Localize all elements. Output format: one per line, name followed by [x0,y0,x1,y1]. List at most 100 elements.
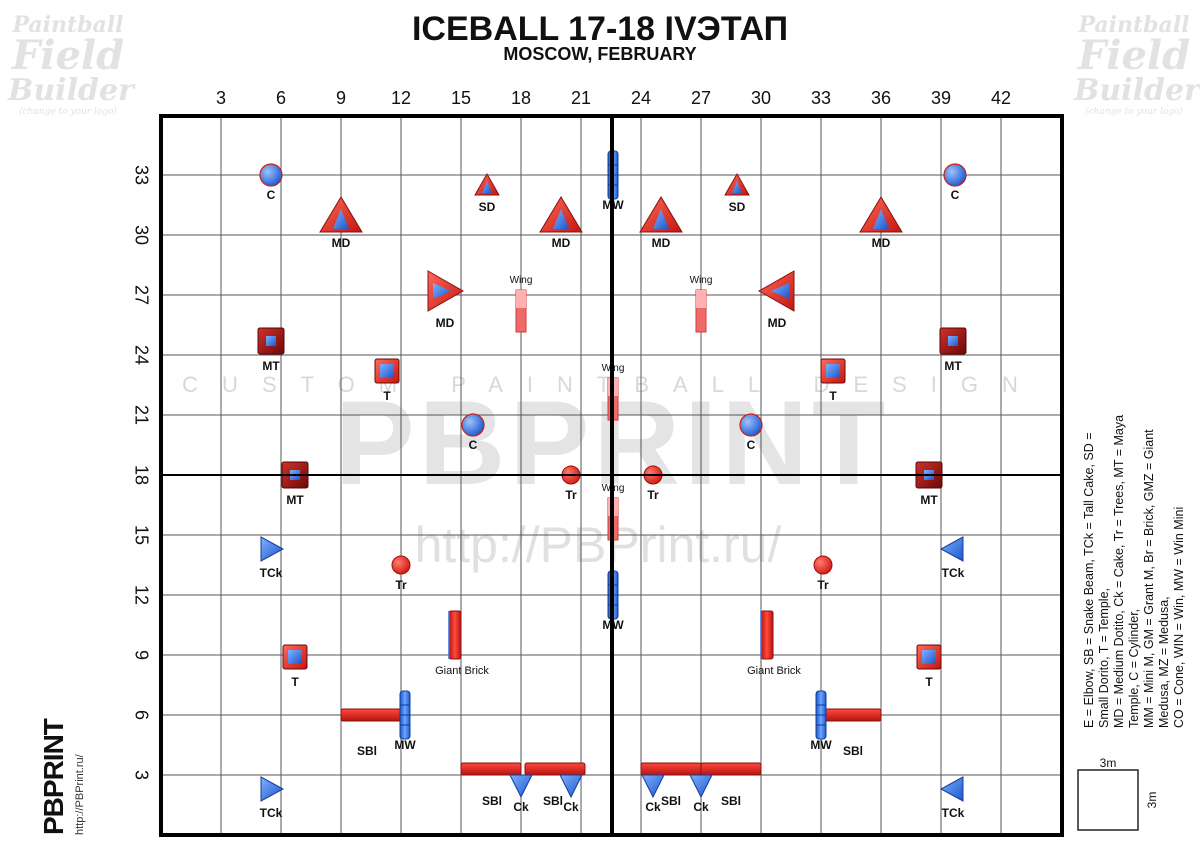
beam-label: SBl [721,794,741,808]
watermark-line3: Builder [1074,73,1200,108]
beam-label: SBl [482,794,502,808]
y-tick-label: 33 [131,165,151,185]
bunker-mt: MT [281,461,309,507]
tall-cake-shape [939,536,964,562]
bunker-ck: Ck [689,774,713,814]
beam-shape [640,762,702,776]
cylinder-shape [259,163,283,187]
bunker-sd: SD [724,172,750,214]
small-dorito-core [482,181,492,193]
bunker-label: Ck [513,800,529,814]
bunker-label: T [829,389,837,403]
bunker-md: MD [539,196,583,250]
medium-dorito-core [873,209,889,229]
legend-line-4: CO = Cone, WIN = Win, MW = Win Mini [1172,506,1186,728]
x-tick-label: 30 [751,88,771,108]
snake-beam-bunker [820,708,882,722]
wing-bunker: Wing [690,275,713,333]
bunker-md: MD [319,196,363,250]
beam-shape [460,762,522,776]
cylinder-shape [943,163,967,187]
snake-beam-bunker [524,762,586,776]
y-tick-label: 18 [131,465,151,485]
brick-shape [448,610,462,660]
x-tick-label: 39 [931,88,951,108]
x-tick-label: 6 [276,88,286,108]
bunker-label: Tr [647,488,659,502]
beam-shape [524,762,586,776]
cake-shape [689,774,713,799]
x-tick-label: 42 [991,88,1011,108]
tall-cake-shape [260,776,285,802]
x-tick-label: 21 [571,88,591,108]
scale-square [1077,769,1139,831]
wing-highlight [516,290,526,308]
bunker-label: TCk [260,566,283,580]
watermark-line4: (change to your logo) [1085,107,1183,117]
wing-label: Wing [690,275,713,286]
wing-label: Wing [510,275,533,286]
bunker-label: T [383,389,391,403]
medium-dorito-side-core [433,283,451,299]
bunker-ck: Ck [641,774,665,814]
y-tick-label: 21 [131,405,151,425]
bunker-label: T [925,675,933,689]
bunker-label: MT [944,359,962,373]
cake-shape [641,774,665,799]
medium-dorito-side-core [771,283,789,299]
beam-label: SBl [357,744,377,758]
bunker-cyl: C [943,163,967,202]
bunker-mt: MT [939,327,967,373]
tall-cake-shape [260,536,285,562]
x-tick-label: 3 [216,88,226,108]
watermark-url: http://PBPrint.ru/ [415,517,782,573]
cake-shape [509,774,533,799]
bunker-cyl: C [259,163,283,202]
snake-beam-bunker [460,762,522,776]
bunker-label: Tr [817,578,829,592]
cylinder-shape [461,413,485,437]
snake-beam-bunker [700,762,762,776]
bunker-label: MD [552,236,571,250]
y-tick-label: 24 [131,345,151,365]
legend-line-2: MD = Medium Dotito, Ck = Cake, Tr = Tree… [1112,414,1141,728]
bunker-label: TCk [942,806,965,820]
beam-label: SBl [843,744,863,758]
temple-core [826,364,840,378]
y-tick-label: 6 [131,710,151,720]
bunker-label: C [747,438,756,452]
field-subtitle: MOSCOW, FEBRUARY [503,44,697,64]
mini-win-label: MW [394,738,416,752]
bunker-label: Tr [565,488,577,502]
bunker-label: Tr [395,578,407,592]
maya-temple-core [266,336,276,346]
corner-watermark-right: Paintball Field Builder (change to your … [1074,14,1200,117]
wing-bunker: Wing [510,275,533,333]
y-tick-label: 27 [131,285,151,305]
bunker-label: T [291,675,299,689]
bunker-label: MT [920,493,938,507]
cake-shape [559,774,583,799]
bunker-md: MD [639,196,683,250]
medium-dorito-core [553,209,569,229]
brand-url: http://PBPrint.ru/ [74,754,86,835]
y-tick-label: 12 [131,585,151,605]
axis-labels: 3 6 9 12 15 18 21 24 27 30 33 36 39 42333027242118151… [131,88,1011,780]
bunker-label: MD [436,316,455,330]
maya-temple-core [948,336,958,346]
scale-key: 3m 3m [1077,758,1159,831]
temple-core [288,650,302,664]
tree-shape [391,555,411,575]
snake-beam-bunker [340,708,402,722]
beam-shape [700,762,762,776]
mini-win-bunker: MW [810,690,832,752]
beam-shape [820,708,882,722]
x-tick-label: 9 [336,88,346,108]
beam-shape [340,708,402,722]
brand-block: PBPRINT http://PBPrint.ru/ [38,675,86,835]
giant-brick-bunker: Giant Brick [435,610,489,677]
beam-label: SBl [543,794,563,808]
bunker-mdl: MD [757,270,795,330]
